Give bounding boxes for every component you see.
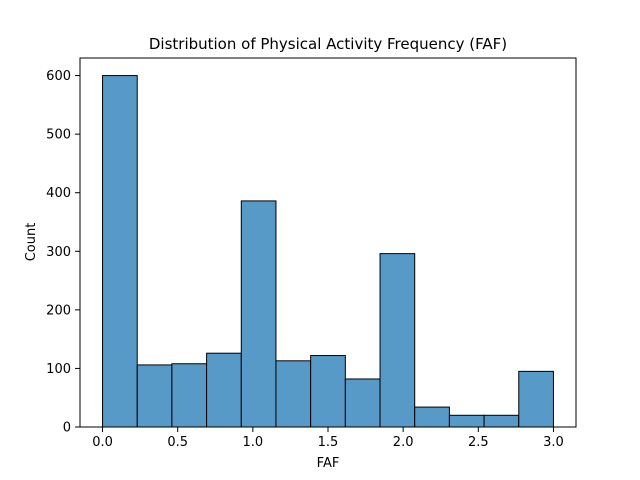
histogram-bar bbox=[310, 355, 346, 428]
x-tick-label: 3.0 bbox=[543, 435, 564, 450]
x-axis-label: FAF bbox=[317, 456, 340, 471]
bars-group bbox=[102, 75, 554, 428]
x-tick-label: 2.5 bbox=[468, 435, 489, 450]
y-tick-label: 300 bbox=[46, 245, 71, 260]
x-tick-label: 1.5 bbox=[318, 435, 339, 450]
y-axis-ticks: 0 100 200 300 400 500 600 bbox=[46, 69, 80, 436]
x-tick-label: 2.0 bbox=[393, 435, 414, 450]
y-tick-label: 500 bbox=[46, 128, 71, 143]
histogram-bar bbox=[483, 414, 520, 428]
y-tick-label: 200 bbox=[46, 303, 71, 318]
histogram-bar bbox=[206, 352, 242, 428]
histogram-bar bbox=[518, 370, 554, 428]
histogram-bar bbox=[171, 363, 208, 428]
y-tick-label: 400 bbox=[46, 186, 71, 201]
y-tick-label: 600 bbox=[46, 69, 71, 84]
x-tick-label: 0.5 bbox=[167, 435, 188, 450]
histogram-bar bbox=[240, 200, 277, 428]
histogram-bar bbox=[102, 75, 138, 428]
histogram-bar bbox=[448, 414, 485, 428]
histogram-bar bbox=[136, 364, 173, 428]
y-tick-label: 0 bbox=[63, 421, 71, 436]
y-axis-label: Count bbox=[24, 223, 39, 262]
x-axis-ticks: 0.0 0.5 1.0 1.5 2.0 2.5 3.0 bbox=[92, 427, 564, 450]
x-tick-label: 1.0 bbox=[243, 435, 264, 450]
chart-title: Distribution of Physical Activity Freque… bbox=[149, 35, 507, 53]
histogram-bar bbox=[414, 406, 450, 428]
histogram-bar bbox=[379, 253, 416, 428]
y-tick-label: 100 bbox=[46, 362, 71, 377]
histogram-bar bbox=[344, 378, 381, 428]
histogram-bar bbox=[275, 360, 312, 428]
x-tick-label: 0.0 bbox=[92, 435, 113, 450]
